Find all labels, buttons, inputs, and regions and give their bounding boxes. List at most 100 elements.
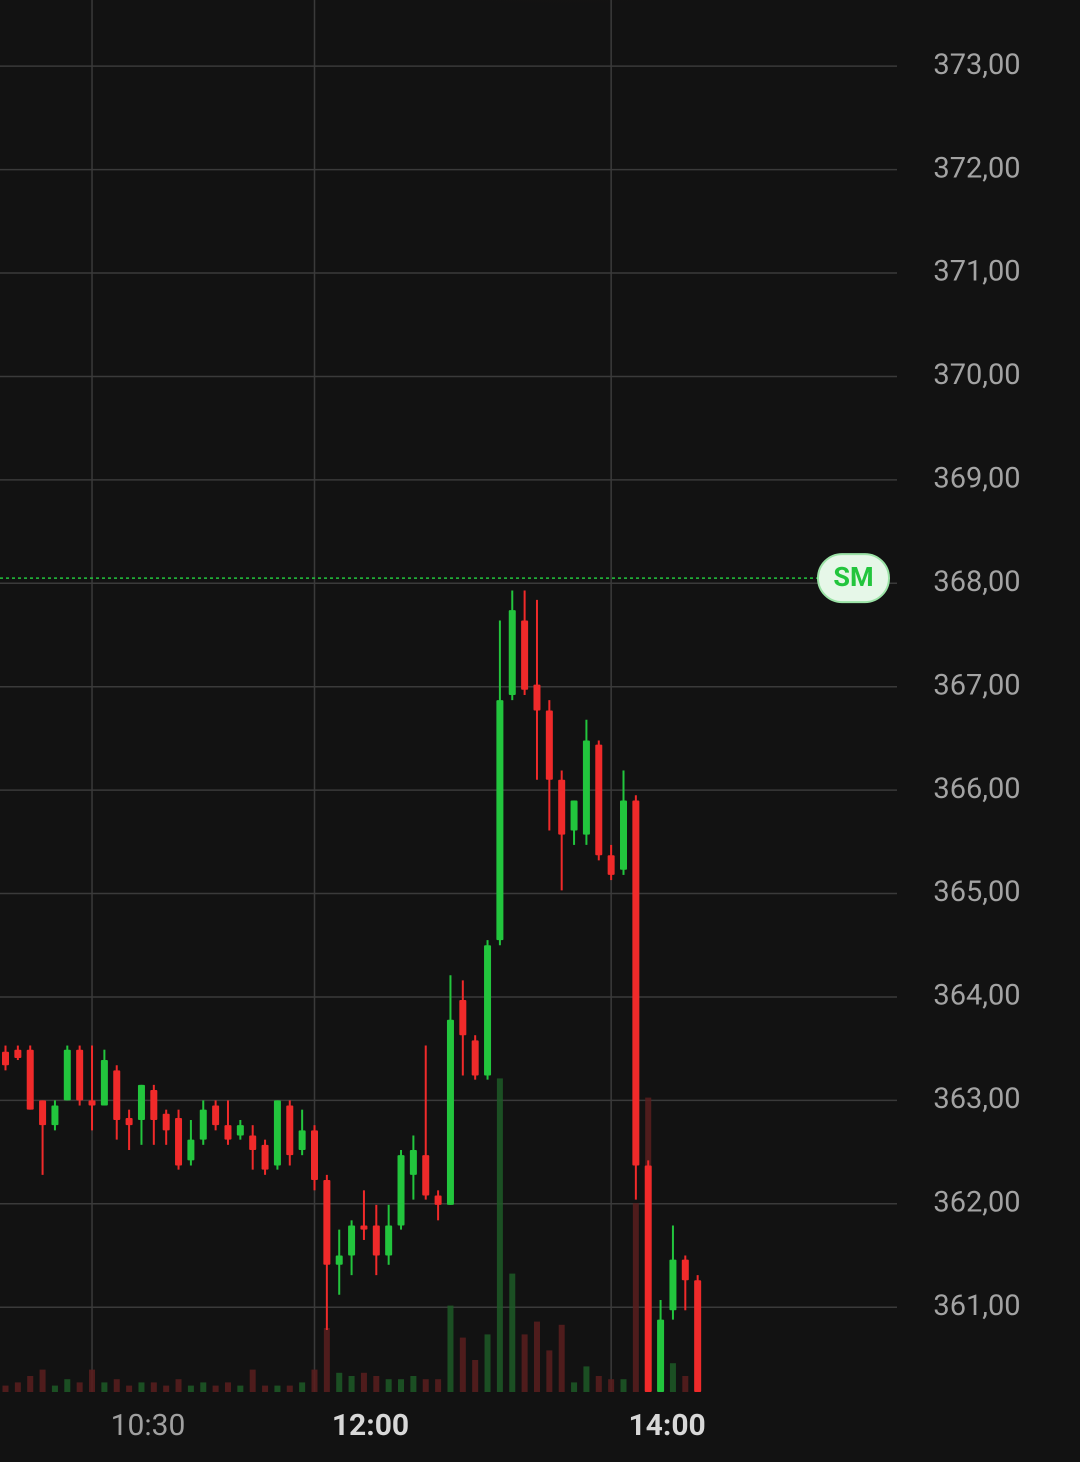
volume-bar [595, 1376, 602, 1392]
y-tick-label: 370,00 [933, 358, 1020, 392]
candle-body [471, 1040, 479, 1076]
volume-bar [410, 1376, 417, 1392]
candle-body [459, 1000, 467, 1036]
volume-bar [39, 1369, 46, 1392]
volume-bar [558, 1324, 565, 1392]
candle-body [311, 1130, 318, 1180]
volume-bar [608, 1379, 615, 1392]
y-tick-label: 367,00 [933, 668, 1020, 702]
candle-body [125, 1117, 133, 1126]
volume-bar [163, 1385, 170, 1392]
candle-body [582, 740, 590, 835]
candle-body [385, 1225, 393, 1256]
price-badge-label: SM [833, 561, 873, 593]
volume-bar [76, 1382, 83, 1392]
x-tick-label: 10:30 [111, 1408, 186, 1443]
candle-body [298, 1130, 306, 1151]
candle-body [607, 855, 615, 875]
candle-body [76, 1049, 84, 1101]
candle-body [286, 1105, 294, 1156]
candle-body [100, 1060, 108, 1106]
volume-bar [682, 1376, 689, 1392]
candle-body [261, 1144, 269, 1170]
candle-body [694, 1280, 702, 1392]
volume-bar [360, 1372, 367, 1392]
volume-bar [51, 1385, 58, 1392]
candle-body [521, 620, 529, 690]
volume-bar [348, 1376, 355, 1392]
volume-bar [212, 1385, 219, 1392]
y-tick-label: 373,00 [933, 48, 1020, 82]
volume-bar [435, 1379, 442, 1392]
plot [0, 577, 820, 1392]
candle-body [446, 1019, 454, 1205]
candle-body [360, 1225, 368, 1230]
volume-bar [64, 1379, 71, 1392]
volume-bar [669, 1363, 676, 1392]
volume-bar [200, 1382, 207, 1392]
candle-body [644, 1165, 652, 1392]
candle-body [335, 1255, 343, 1265]
volume-bar [138, 1382, 145, 1392]
candle-body [199, 1109, 207, 1140]
candle-body [236, 1125, 244, 1136]
y-tick-label: 371,00 [933, 255, 1020, 289]
volume-bar [632, 1203, 639, 1392]
volume-bar [101, 1382, 108, 1392]
y-tick-label: 361,00 [933, 1289, 1020, 1323]
y-tick-label: 372,00 [933, 151, 1020, 185]
candle-body [632, 800, 640, 1166]
candle-body [397, 1155, 405, 1226]
y-tick-label: 369,00 [933, 462, 1020, 496]
volume-bar [323, 1328, 330, 1392]
candle-body [669, 1259, 677, 1311]
price-badge [817, 553, 890, 604]
candle-body [63, 1049, 71, 1101]
volume-bar [14, 1382, 21, 1392]
volume-bar [620, 1379, 627, 1392]
volume-bar [546, 1350, 553, 1392]
volume-bar [27, 1376, 34, 1392]
volume-bar [126, 1385, 133, 1392]
x-tick-label: 14:00 [628, 1408, 705, 1443]
candle-body [508, 610, 516, 695]
candle-body [273, 1100, 281, 1166]
volume-bar [521, 1334, 528, 1392]
y-tick-label: 365,00 [933, 875, 1020, 909]
volume-bar [299, 1382, 306, 1392]
labels: 373,00 372,00 371,00 370,00 369,00 368,00 367,… [111, 48, 1021, 1443]
volume-bar [286, 1385, 293, 1392]
volume-bar [571, 1382, 578, 1392]
volume-bar [459, 1337, 466, 1392]
candle-body [484, 945, 492, 1076]
volume-bar [496, 1078, 503, 1392]
volume-bar [311, 1369, 318, 1392]
top-glow [220, 0, 900, 110]
volume-bar [2, 1385, 9, 1392]
candle-body [595, 744, 603, 856]
candle-body [657, 1319, 665, 1392]
candle-body [113, 1070, 121, 1121]
candle-body [51, 1105, 59, 1126]
volume-bar [447, 1305, 454, 1392]
candle-body [422, 1155, 430, 1196]
volume-bar [237, 1385, 244, 1392]
candle-body [681, 1259, 689, 1281]
candle-body [88, 1100, 96, 1106]
candle-body [409, 1150, 417, 1175]
candle-body [150, 1090, 158, 1121]
volume-bar [373, 1376, 380, 1392]
y-tick-label: 363,00 [933, 1082, 1020, 1116]
volume-bar [484, 1334, 491, 1392]
candle-body [14, 1049, 22, 1058]
candle-body [249, 1135, 257, 1151]
volume-bar [336, 1372, 343, 1392]
candle-body [2, 1051, 9, 1066]
volume-bar [274, 1385, 281, 1392]
candle-body [26, 1049, 34, 1110]
volume-bar [472, 1360, 479, 1392]
candle-body [162, 1113, 170, 1131]
y-tick-label: 366,00 [933, 772, 1020, 806]
candle-body [212, 1105, 220, 1126]
